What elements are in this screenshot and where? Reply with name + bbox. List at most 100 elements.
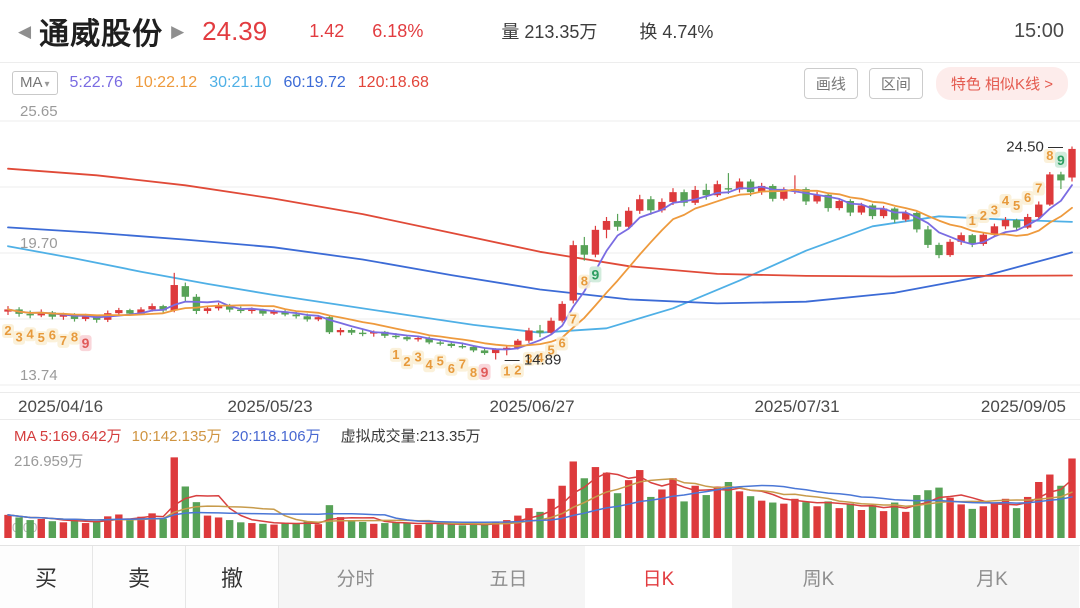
tab-intraday[interactable]: 分时	[279, 546, 432, 608]
candle	[480, 350, 489, 354]
volume-bar	[879, 511, 888, 538]
volume-ma-values: MA 5:169.642万 10:142.135万 20:118.106万	[14, 425, 331, 446]
volume-bar	[270, 524, 278, 538]
date-axis: 2025/04/16 2025/05/23 2025/06/27 2025/07…	[0, 392, 1080, 420]
volume-bar	[935, 487, 943, 538]
candle	[769, 185, 777, 199]
turn-digit: 3	[525, 351, 532, 366]
candle	[314, 317, 323, 320]
turn-digit: 7	[570, 311, 577, 326]
turn-digit-badge	[589, 266, 602, 283]
buy-button[interactable]: 买	[0, 546, 93, 608]
turn-digit-badge	[467, 366, 480, 381]
volume-bar	[336, 517, 345, 538]
volume-bar	[636, 470, 644, 538]
price-axis-label: 13.74	[20, 367, 58, 384]
turn-digit: 8	[1046, 148, 1053, 163]
volume-bar	[115, 514, 123, 538]
turn-digit-badge	[478, 363, 491, 380]
turn-digit: 4	[426, 357, 434, 372]
tab-monthly-k[interactable]: 月K	[905, 546, 1079, 608]
candle	[1068, 148, 1076, 178]
volume-bar	[924, 490, 932, 538]
draw-line-button[interactable]: 画线	[803, 67, 858, 99]
candle	[946, 241, 954, 256]
turn-digit-badge	[434, 354, 447, 369]
volume-bar	[658, 489, 666, 538]
chart-toolbar: MA ▾ 5:22.76 10:22.12 30:21.10 60:19.72 120:1…	[0, 66, 1080, 100]
candle	[70, 314, 79, 319]
prev-stock-arrow-icon[interactable]: ◀	[18, 21, 32, 41]
turn-digit: 3	[991, 203, 998, 218]
volume-bar	[469, 523, 478, 538]
candle	[1057, 174, 1065, 181]
volume-bar	[192, 502, 201, 538]
sell-button[interactable]: 卖	[93, 546, 186, 608]
volume-bar	[237, 522, 245, 538]
volume-bar	[259, 523, 267, 538]
volume-bar	[491, 521, 500, 538]
volume-bar	[680, 501, 688, 538]
candle	[691, 189, 699, 203]
turn-digit: 3	[414, 350, 421, 365]
tab-daily-k[interactable]: 日K	[585, 546, 732, 608]
candle	[270, 311, 278, 314]
turn-digit: 5	[437, 354, 444, 369]
turn-digit: 9	[82, 335, 90, 351]
candle	[636, 199, 644, 211]
turn-digit-badge	[401, 355, 413, 370]
turn-digit: 2	[980, 208, 987, 223]
candle	[591, 229, 600, 255]
turn-digit: 9	[592, 266, 600, 282]
volume-bar	[702, 495, 710, 538]
turn-digit-badge	[412, 350, 425, 365]
turn-digit-badge	[445, 361, 458, 376]
volume-bar	[137, 516, 145, 538]
tab-five-day[interactable]: 五日	[432, 546, 585, 608]
volume-bar	[591, 467, 600, 538]
virtual-volume-label: 虚拟成交量:213.35万	[340, 427, 481, 445]
range-button[interactable]: 区间	[868, 67, 923, 99]
volume-bar	[979, 506, 988, 538]
price-axis-label: 25.65	[20, 103, 58, 120]
tab-weekly-k[interactable]: 周K	[732, 546, 905, 608]
volume-bar	[946, 497, 954, 538]
candle	[979, 234, 988, 245]
volume-bar	[126, 519, 134, 538]
volume-bar	[214, 517, 223, 538]
volume-bar	[1001, 498, 1010, 538]
candle	[248, 309, 256, 312]
turn-digit-badge	[522, 351, 535, 366]
volume-bar	[37, 518, 45, 538]
turn-digit-badge	[1021, 190, 1034, 205]
volume-bar	[1068, 458, 1076, 538]
volume-bar	[370, 523, 378, 538]
candle	[469, 346, 478, 351]
candle	[968, 235, 976, 245]
candle	[658, 201, 666, 211]
volume-chart[interactable]: 0.000	[0, 452, 1080, 542]
candle	[336, 330, 345, 333]
volume-bar	[503, 520, 511, 538]
price-change: 1.42	[309, 20, 345, 41]
volume-bar	[569, 461, 577, 538]
ma120-line	[7, 167, 1073, 278]
candle	[81, 316, 90, 319]
volume-bar	[447, 524, 456, 538]
ma-selector[interactable]: MA ▾	[12, 71, 58, 95]
ma-value: 30:21.10	[209, 74, 272, 91]
volume-bar	[392, 522, 400, 538]
next-stock-arrow-icon[interactable]: ▶	[171, 21, 185, 41]
volume-bar	[458, 525, 467, 538]
candle	[957, 235, 965, 242]
cancel-order-button[interactable]: 撤	[186, 546, 279, 608]
turn-digit-badge	[988, 203, 1001, 218]
candle	[425, 338, 433, 343]
similar-kline-button[interactable]: 特色 相似K线 >	[935, 66, 1068, 100]
volume-bar	[358, 521, 367, 538]
turn-digit: 9	[1057, 152, 1065, 168]
volume-bar	[1023, 496, 1032, 538]
turn-digit-badge	[500, 364, 513, 379]
turn-digit: 3	[15, 330, 22, 345]
